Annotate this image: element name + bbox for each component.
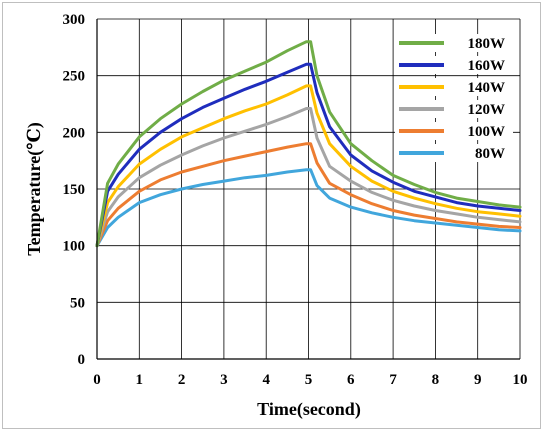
x-tick-label: 0 [93,372,101,388]
y-tick-label: 100 [63,239,86,255]
y-axis-title: Temperature(℃) [24,122,45,256]
series-lines [95,40,522,248]
legend-entry-bg [395,34,513,52]
x-tick-label: 5 [305,372,313,388]
x-tick-label: 9 [474,372,482,388]
legend-label-140w: 140W [468,80,506,96]
legend-label-120w: 120W [468,102,506,118]
x-tick-label: 6 [347,372,355,388]
x-tick-label: 2 [178,372,186,388]
legend-entry-bg [395,100,513,118]
series-line-140w [95,84,522,248]
y-tick-label: 250 [63,69,86,85]
series-line-100w [95,142,522,248]
x-tick-label: 7 [389,372,397,388]
series-line-160w [95,62,522,248]
x-tick-label: 1 [136,372,144,388]
legend-entry-bg [395,56,513,74]
y-tick-label: 0 [78,352,86,368]
legend-label-180w: 180W [468,36,506,52]
x-tick-label: 3 [220,372,228,388]
legend: 180W 160W 140W 120W 100W 80W [395,34,513,162]
y-tick-label: 150 [63,182,86,198]
gridlines [96,18,521,360]
y-tick-label: 300 [63,12,86,28]
legend-label-100w: 100W [468,124,506,140]
legend-entry-bg [395,122,513,140]
series-line-180w [95,40,522,248]
x-tick-label: 4 [262,372,270,388]
legend-label-80w: 80W [475,146,505,162]
series-line-80w [95,168,522,248]
legend-entry-bg [395,144,513,162]
y-tick-label: 200 [63,125,86,141]
legend-entry-bg [395,78,513,96]
x-axis-title: Time(second) [257,399,361,420]
legend-label-160w: 160W [468,58,506,74]
series-line-120w [95,107,522,248]
y-tick-label: 50 [70,295,85,311]
x-tick-label: 10 [513,372,528,388]
x-tick-label: 8 [432,372,440,388]
